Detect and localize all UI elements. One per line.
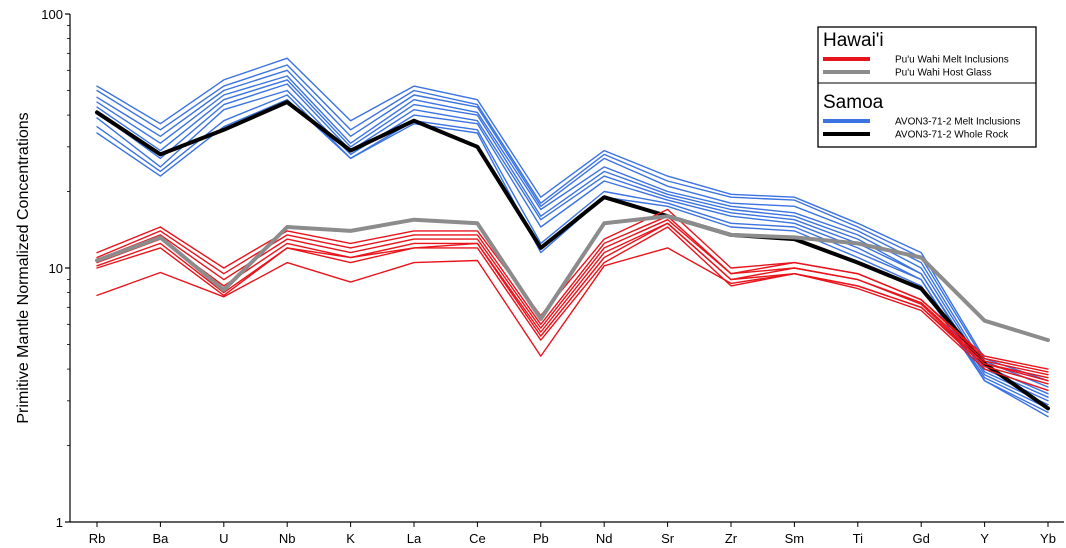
x-tick-label: Sr [661, 531, 675, 546]
series-line [96, 83, 1049, 406]
x-tick-label: Pb [533, 531, 549, 546]
series-group-2 [95, 100, 1050, 411]
series-line [96, 89, 1049, 410]
x-tick-label: Y [980, 531, 989, 546]
x-tick-label: Gd [913, 531, 930, 546]
series-layer [95, 57, 1050, 418]
series-line [95, 100, 1050, 411]
x-tick-label: Sm [785, 531, 805, 546]
legend: Hawai'i Pu'u Wahi Melt Inclusions Pu'u Wah… [817, 26, 1037, 148]
x-tick-label: Yb [1040, 531, 1056, 546]
x-tick-label: Ti [853, 531, 863, 546]
series-line [96, 64, 1049, 388]
legend-entry-label: AVON3-71-2 Whole Rock [895, 130, 1009, 141]
x-tick-label: Rb [89, 531, 106, 546]
series-line [96, 69, 1049, 395]
y-tick-label: 10 [49, 261, 63, 276]
legend-box [817, 26, 1037, 148]
x-tick-label: Zr [725, 531, 738, 546]
y-tick-label: 100 [41, 7, 63, 22]
legend-heading: Samoa [823, 92, 884, 113]
x-tick-label: K [346, 531, 355, 546]
x-tick-label: Nb [279, 531, 296, 546]
series-group-4 [95, 214, 1050, 343]
series-line [96, 215, 1049, 373]
series-line [96, 208, 1049, 370]
series-line [96, 222, 1049, 379]
legend-heading: Hawai'i [823, 30, 884, 51]
x-tick-label: La [407, 531, 422, 546]
series-group-3 [96, 208, 1049, 391]
x-tick-label: Ce [469, 531, 486, 546]
legend-entry-label: Pu'u Wahi Host Glass [895, 68, 992, 79]
ticks-layer: Rb Ba U Nb K La Ce Pb Nd Sr Zr Sm Ti Gd Y Yb 1 10 100 [41, 7, 1056, 546]
y-tick-label: 1 [56, 515, 63, 530]
series-line [96, 247, 1049, 391]
series-line [96, 94, 1049, 414]
series-line [96, 79, 1049, 402]
x-tick-label: Nd [596, 531, 613, 546]
y-axis-title: Primitive Mantle Normalized Concentratio… [15, 112, 32, 423]
legend-entry-label: Pu'u Wahi Melt Inclusions [895, 55, 1009, 66]
legend-entry-label: AVON3-71-2 Melt Inclusions [895, 117, 1020, 128]
x-tick-label: U [219, 531, 228, 546]
series-line [95, 214, 1050, 343]
x-tick-label: Ba [152, 531, 169, 546]
series-line [96, 226, 1049, 385]
series-line [96, 57, 1049, 382]
